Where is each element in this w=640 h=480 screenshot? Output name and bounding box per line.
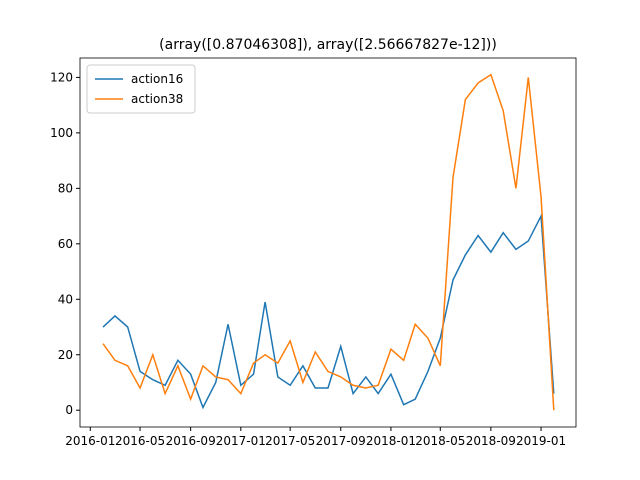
x-tick-label: 2016-05 [115,434,165,448]
y-tick-label: 80 [58,181,73,195]
x-tick-label: 2016-01 [65,434,115,448]
x-tick-label: 2017-05 [265,434,315,448]
x-tick-label: 2019-01 [516,434,566,448]
plot-frame [79,57,577,428]
y-tick-label: 20 [58,348,73,362]
x-tick-label: 2017-01 [216,434,266,448]
x-tick-label: 2016-09 [166,434,216,448]
x-tick-label: 2018-09 [466,434,516,448]
x-tick-label: 2018-05 [415,434,465,448]
y-tick-label: 60 [58,237,73,251]
legend-label: action38 [131,92,183,106]
x-tick-label: 2018-01 [366,434,416,448]
y-tick-label: 100 [50,126,73,140]
line [102,213,555,410]
line [102,73,555,411]
y-tick-label: 120 [50,70,73,84]
legend-box [86,64,196,114]
y-tick-label: 40 [58,292,73,306]
legend-label: action16 [131,72,183,86]
x-tick-label: 2017-09 [316,434,366,448]
y-tick-label: 0 [65,403,73,417]
chart-title: (array([0.87046308]), array([2.56667827e… [159,37,497,53]
